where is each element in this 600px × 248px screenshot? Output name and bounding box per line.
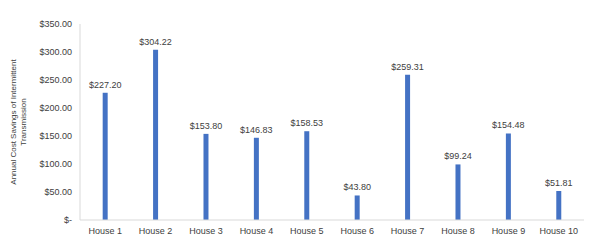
svg-text:$-: $- — [64, 215, 72, 225]
svg-text:$227.20: $227.20 — [89, 80, 122, 90]
svg-text:Annual Cost Savings of Intermi: Annual Cost Savings of IntermittentTrans… — [9, 59, 28, 185]
svg-text:House 5: House 5 — [290, 226, 324, 236]
svg-text:$153.80: $153.80 — [190, 121, 223, 131]
svg-text:$146.83: $146.83 — [240, 125, 273, 135]
svg-text:$43.80: $43.80 — [343, 182, 371, 192]
svg-text:$300.00: $300.00 — [39, 47, 72, 57]
svg-text:House 4: House 4 — [240, 226, 274, 236]
svg-text:$100.00: $100.00 — [39, 159, 72, 169]
svg-text:$154.48: $154.48 — [492, 120, 525, 130]
svg-text:House 8: House 8 — [441, 226, 475, 236]
svg-text:House 2: House 2 — [139, 226, 173, 236]
svg-text:$50.00: $50.00 — [44, 187, 72, 197]
svg-text:House 3: House 3 — [189, 226, 223, 236]
svg-text:House 7: House 7 — [391, 226, 425, 236]
svg-text:$259.31: $259.31 — [391, 62, 424, 72]
svg-text:$304.22: $304.22 — [139, 37, 172, 47]
svg-text:$158.53: $158.53 — [291, 118, 324, 128]
svg-text:House 9: House 9 — [492, 226, 526, 236]
svg-text:$150.00: $150.00 — [39, 131, 72, 141]
svg-text:$200.00: $200.00 — [39, 103, 72, 113]
svg-text:House 6: House 6 — [340, 226, 374, 236]
svg-text:$99.24: $99.24 — [444, 151, 472, 161]
svg-text:House 10: House 10 — [540, 226, 579, 236]
svg-text:$250.00: $250.00 — [39, 75, 72, 85]
svg-text:$350.00: $350.00 — [39, 19, 72, 29]
svg-text:House 1: House 1 — [88, 226, 122, 236]
svg-text:$51.81: $51.81 — [545, 178, 573, 188]
